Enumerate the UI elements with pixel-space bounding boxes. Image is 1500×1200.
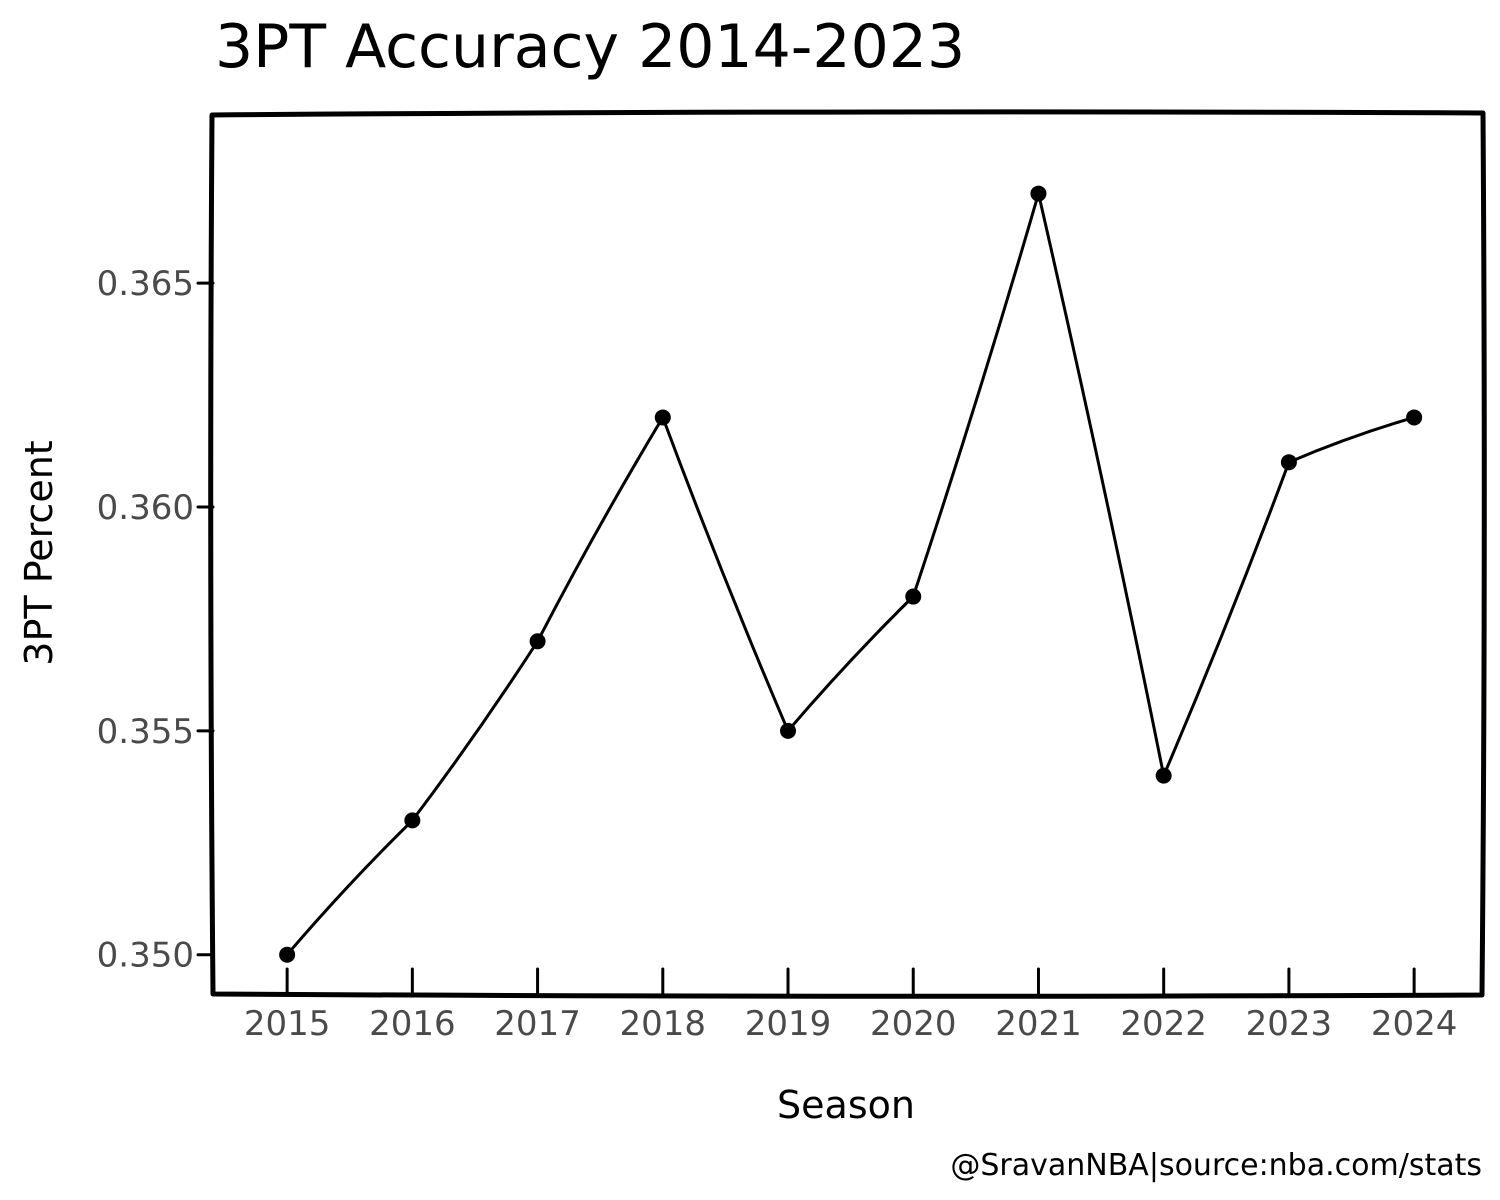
x-axis: 2015 2016 2017 2018 2019 2020 2021 2022 2023 2024 bbox=[244, 967, 1458, 1044]
data-point bbox=[1030, 185, 1047, 202]
data-point bbox=[654, 409, 671, 426]
chart-title: 3PT Accuracy 2014-2023 bbox=[215, 12, 965, 82]
data-point bbox=[529, 633, 546, 650]
x-tick-label: 2024 bbox=[1371, 1004, 1458, 1044]
data-point bbox=[905, 588, 922, 605]
y-tick-label: 0.350 bbox=[97, 936, 194, 976]
plot-frame-border bbox=[208, 109, 1487, 999]
y-axis-label: 3PT Percent bbox=[17, 440, 61, 665]
y-tick-label: 0.355 bbox=[97, 712, 194, 752]
data-point bbox=[780, 722, 797, 739]
source-credit: @SravanNBA|source:nba.com/stats bbox=[950, 1148, 1482, 1183]
data-series bbox=[279, 185, 1423, 963]
y-tick-label: 0.365 bbox=[97, 264, 194, 304]
data-point bbox=[1280, 454, 1297, 471]
x-tick-label: 2022 bbox=[1120, 1004, 1207, 1044]
data-point bbox=[279, 946, 296, 963]
y-axis: 0.350 0.355 0.360 0.365 bbox=[97, 264, 215, 976]
plot-frame bbox=[208, 109, 1487, 999]
x-tick-label: 2020 bbox=[870, 1004, 957, 1044]
x-tick-label: 2016 bbox=[369, 1004, 456, 1044]
x-tick-label: 2017 bbox=[494, 1004, 581, 1044]
y-tick-label: 0.360 bbox=[97, 488, 194, 528]
series-line bbox=[285, 192, 1416, 957]
x-tick-label: 2019 bbox=[745, 1004, 832, 1044]
x-tick-label: 2015 bbox=[244, 1004, 331, 1044]
data-point bbox=[1406, 409, 1423, 426]
data-point bbox=[404, 812, 421, 829]
x-tick-label: 2023 bbox=[1246, 1004, 1333, 1044]
x-tick-label: 2018 bbox=[620, 1004, 707, 1044]
x-axis-label: Season bbox=[777, 1083, 915, 1127]
x-tick-label: 2021 bbox=[995, 1004, 1082, 1044]
data-point bbox=[1155, 767, 1172, 784]
